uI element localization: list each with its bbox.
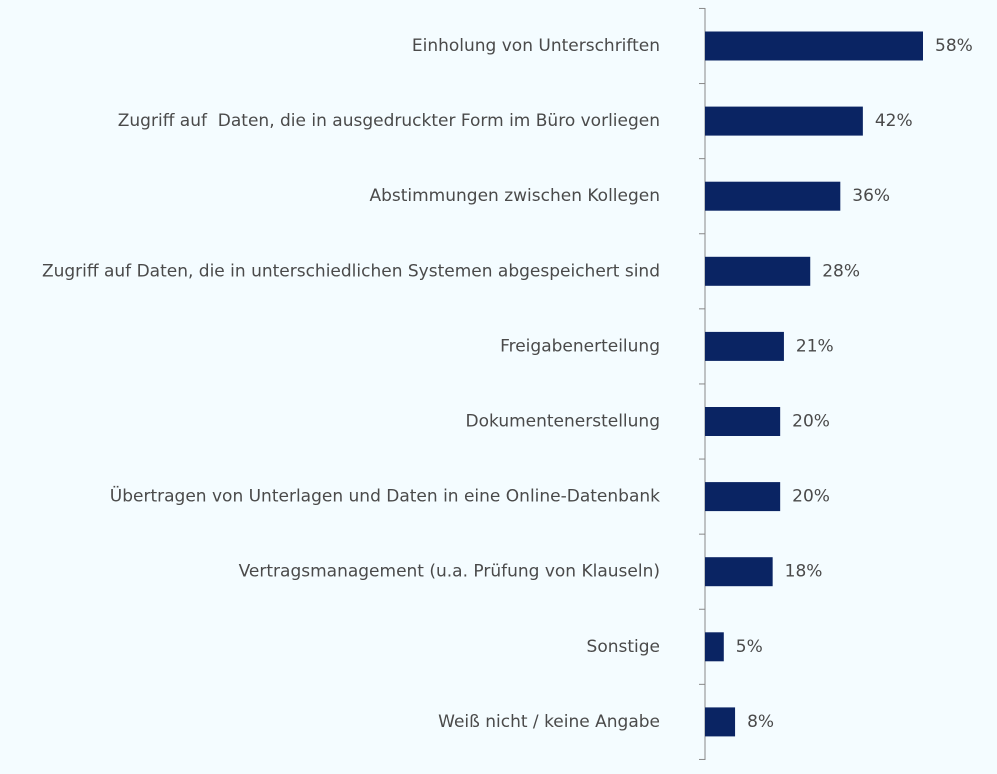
value-label: 36%	[852, 186, 890, 206]
category-label: Vertragsmanagement (u.a. Prüfung von Kla…	[239, 562, 660, 582]
category-label: Weiß nicht / keine Angabe	[438, 712, 660, 732]
category-label: Zugriff auf Daten, die in ausgedruckter …	[118, 111, 660, 131]
category-label: Dokumentenerstellung	[466, 412, 661, 432]
bar	[705, 557, 773, 587]
category-label: Einholung von Unterschriften	[412, 36, 660, 56]
bar	[705, 482, 781, 512]
category-label: Zugriff auf Daten, die in unterschiedlic…	[42, 261, 660, 281]
bar	[705, 181, 841, 211]
value-label: 28%	[822, 261, 860, 281]
bar	[705, 407, 781, 436]
value-label: 18%	[785, 562, 823, 582]
value-label: 20%	[792, 412, 830, 432]
bar	[705, 632, 724, 662]
category-label: Übertragen von Unterlagen und Daten in e…	[110, 485, 660, 507]
value-label: 8%	[747, 712, 774, 732]
bar	[705, 31, 923, 61]
category-label: Freigabenerteilung	[500, 336, 660, 356]
category-label: Abstimmungen zwischen Kollegen	[369, 186, 660, 206]
value-label: 20%	[792, 487, 830, 507]
value-label: 5%	[736, 637, 763, 657]
bar	[705, 707, 736, 737]
bar	[705, 256, 811, 286]
value-label: 42%	[875, 111, 913, 131]
value-label: 58%	[935, 36, 973, 56]
bar	[705, 331, 784, 361]
chart-marks: Einholung von Unterschriften 58% Zugriff a…	[42, 7, 973, 760]
category-label: Sonstige	[587, 637, 660, 657]
value-label: 21%	[796, 336, 834, 356]
bar	[705, 106, 863, 136]
